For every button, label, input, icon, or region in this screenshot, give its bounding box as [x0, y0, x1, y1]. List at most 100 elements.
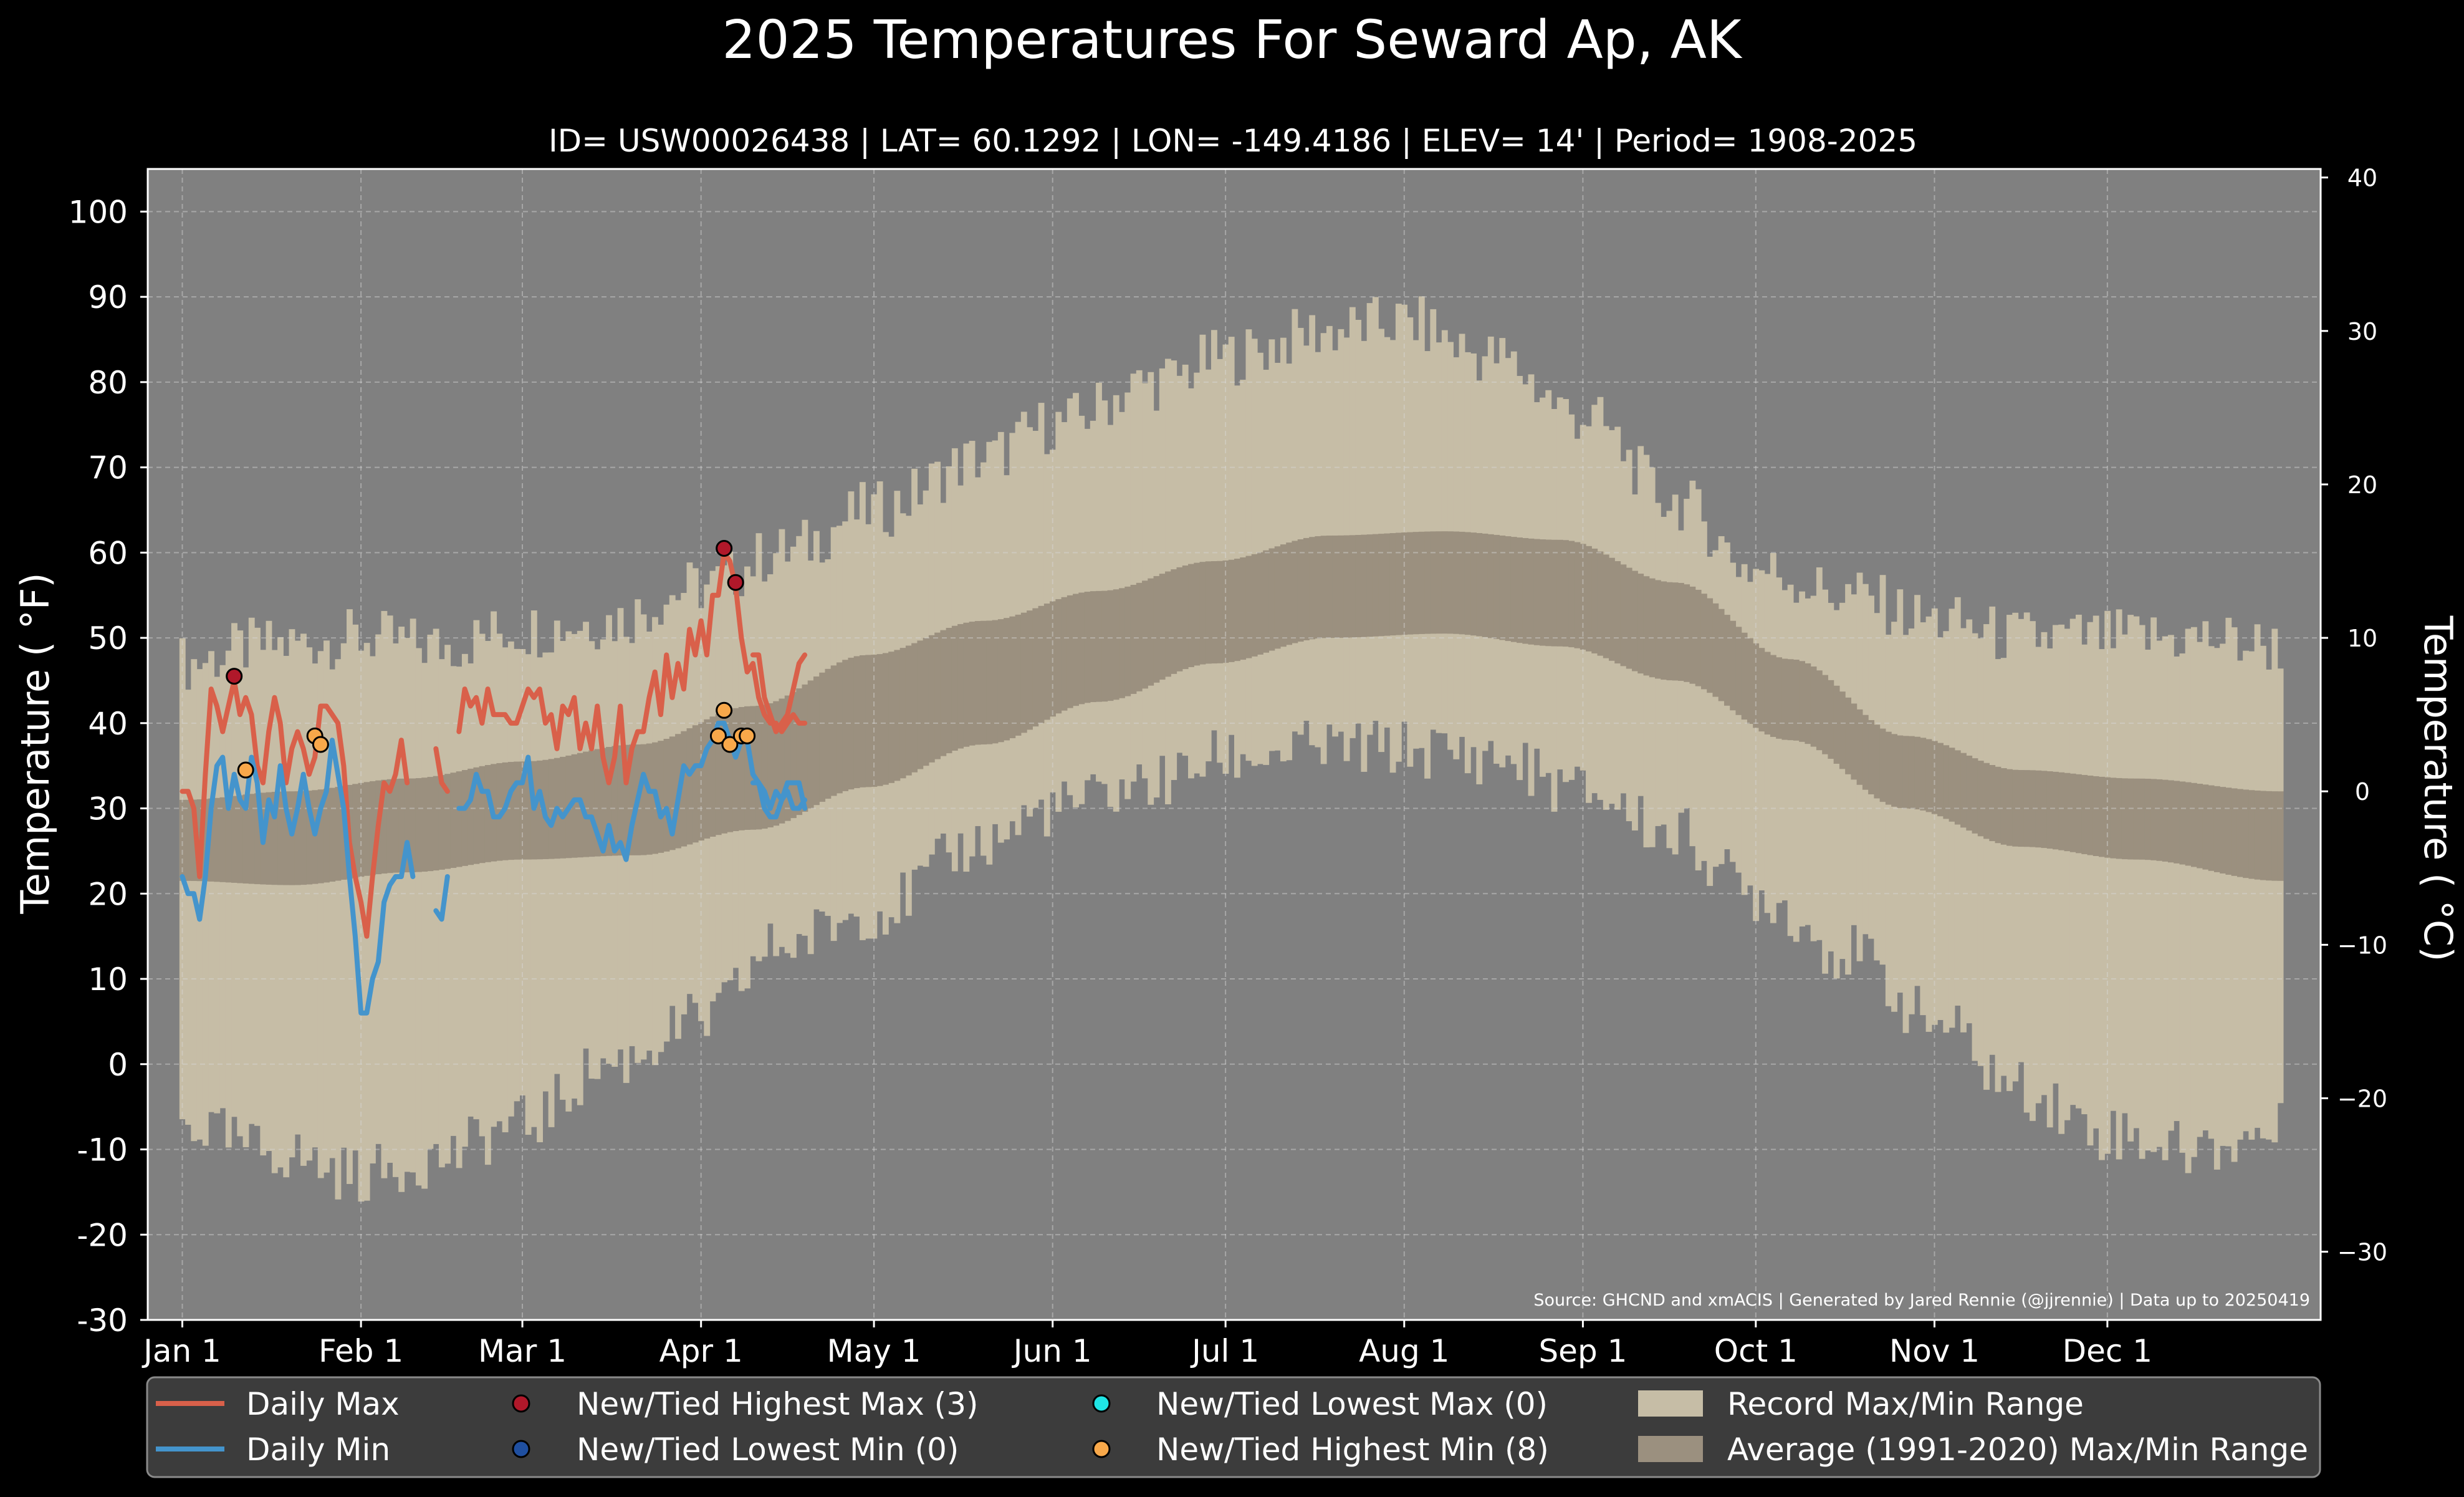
x-tick-label: Dec 1 [2063, 1333, 2152, 1369]
normal-range-bar [1487, 534, 1494, 638]
normal-range-bar [2220, 787, 2227, 874]
normal-range-bar [1902, 736, 1909, 809]
record-range-bar [1977, 638, 1984, 1066]
normal-range-bar [2058, 772, 2065, 850]
normal-range-bar [392, 779, 399, 873]
normal-range-bar [1401, 532, 1408, 635]
normal-range-bar [1084, 592, 1091, 703]
normal-range-bar [1222, 561, 1229, 663]
normal-range-bar [2081, 774, 2088, 854]
normal-range-bar [2035, 770, 2042, 848]
normal-range-bar [1730, 620, 1737, 711]
normal-range-bar [1217, 561, 1224, 663]
x-tick-label: Feb 1 [319, 1333, 403, 1369]
record-range-bar [1920, 622, 1927, 1016]
normal-range-bar [917, 640, 924, 769]
record-range-bar [242, 667, 249, 1147]
record-range-bar [491, 611, 497, 1127]
record-range-bar [2121, 634, 2128, 1114]
record-range-bar [1902, 635, 1909, 1033]
normal-range-bar [1257, 552, 1263, 655]
record-range-bar [1822, 589, 1829, 974]
normal-range-bar [1073, 594, 1079, 706]
normal-range-bar [1989, 765, 1996, 842]
normal-range-bar [1995, 766, 2001, 844]
normal-range-bar [306, 791, 313, 885]
normal-range-bar [2076, 774, 2082, 854]
normal-range-bar [1885, 731, 1892, 805]
normal-range-bar [1649, 578, 1656, 678]
record-high-min-marker [709, 727, 727, 744]
normal-range-bar [1949, 748, 1955, 822]
normal-range-bar [421, 777, 428, 872]
normal-range-bar [1960, 753, 1967, 828]
normal-range-bar [208, 798, 214, 882]
normal-range-bar [352, 784, 359, 878]
normal-range-bar [1148, 578, 1154, 686]
normal-range-bar [2197, 784, 2203, 869]
normal-range-bar [980, 620, 987, 744]
normal-range-bar [1297, 539, 1304, 642]
normal-range-bar [1182, 566, 1189, 670]
normal-range-bar [1723, 615, 1730, 706]
normal-range-bar [398, 778, 405, 873]
record-range-bar [525, 654, 532, 1135]
normal-range-bar [1563, 540, 1569, 647]
y-tick-label: -20 [77, 1217, 128, 1253]
record-range-bar [1366, 303, 1373, 735]
normal-range-bar [1879, 728, 1886, 802]
normal-range-bar [1441, 531, 1448, 634]
normal-range-bar [663, 738, 670, 852]
normal-range-bar [1545, 539, 1552, 647]
normal-range-bar [358, 782, 365, 877]
normal-range-bar [2133, 778, 2140, 860]
normal-range-bar [1614, 561, 1621, 664]
normal-range-bar [992, 620, 999, 744]
chart-subtitle: ID= USW00026438 | LAT= 60.1292 | LON= -1… [549, 123, 1917, 159]
normal-range-bar [1983, 763, 1990, 839]
y-right-tick-label: 30 [2347, 318, 2377, 345]
x-tick-label: Jul 1 [1190, 1333, 1259, 1369]
record-range-bar [2144, 649, 2151, 1151]
normal-range-bar [2271, 791, 2278, 881]
normal-range-bar [329, 787, 336, 882]
y-tick-label: 20 [88, 876, 128, 912]
record-range-bar [2116, 609, 2122, 1160]
record-range-bar [1130, 373, 1137, 782]
normal-range-bar [784, 695, 791, 821]
normal-range-bar [876, 654, 883, 786]
record-range-bar [1349, 307, 1356, 738]
record-range-bar [1372, 297, 1379, 721]
normal-range-bar [611, 746, 618, 856]
x-tick-label: Jan 1 [141, 1333, 221, 1369]
record-range-bar [260, 650, 267, 1156]
normal-range-bar [1805, 663, 1811, 744]
record-high-min-marker [716, 701, 733, 719]
normal-range-bar [1753, 643, 1760, 728]
record-range-bar [2190, 627, 2197, 1157]
normal-range-bar [1165, 571, 1171, 677]
record-range-bar [2030, 621, 2036, 1121]
normal-range-bar [1908, 736, 1915, 809]
normal-range-bar [1793, 660, 1800, 741]
normal-range-bar [335, 787, 342, 881]
normal-range-bar [2121, 778, 2128, 860]
legend: Daily Max Daily Min New/Tied Highest Max (… [146, 1376, 2321, 1478]
normal-range-bar [1966, 755, 1973, 831]
normal-range-bar [317, 789, 324, 883]
normal-range-bar [1090, 591, 1096, 703]
record-range-bar [1799, 591, 1806, 927]
normal-range-bar [1332, 535, 1339, 638]
normal-range-bar [1251, 554, 1258, 657]
record-range-bar [202, 663, 209, 1146]
record-range-bar [1995, 659, 2001, 1092]
normal-range-bar [1556, 539, 1563, 647]
record-range-bar [358, 650, 365, 1202]
record-range-bar [1983, 624, 1990, 1090]
normal-range-bar [484, 764, 491, 862]
normal-range-bar [1050, 601, 1056, 717]
normal-range-bar [300, 791, 307, 885]
record-range-bar [450, 666, 457, 1136]
normal-range-bar [231, 796, 237, 883]
record-range-bar [1781, 590, 1788, 901]
